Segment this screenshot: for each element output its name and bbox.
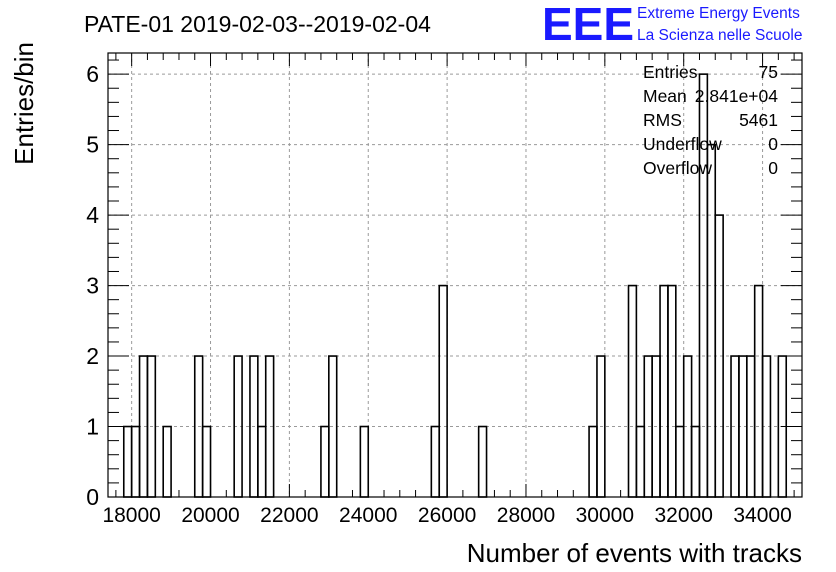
x-tick-label: 28000 [497,504,555,527]
eee-logo-line1: Extreme Energy Events [637,5,800,22]
x-tick-label: 24000 [339,504,397,527]
x-tick-label: 32000 [655,504,713,527]
stats-value-mean: 2.841e+04 [695,86,778,106]
y-tick-label: 0 [86,484,99,510]
y-tick-label: 4 [86,202,99,228]
stats-label-mean: Mean [643,86,687,106]
y-tick-label: 1 [86,414,99,440]
y-tick-label: 3 [86,273,99,299]
stats-label-entries: Entries [643,62,698,82]
stats-label-rms: RMS [643,110,682,130]
chart-title: PATE-01 2019-02-03--2019-02-04 [84,11,431,37]
stats-label-overflow: Overflow [643,158,712,178]
x-axis-label: Number of events with tracks [467,538,802,568]
y-tick-label: 6 [86,61,99,87]
stats-label-underflow: Underflow [643,134,722,154]
axis-ticks [108,53,802,498]
eee-logo-text: EEE [542,0,634,50]
x-tick-label: 30000 [576,504,634,527]
y-tick-label: 2 [86,343,99,369]
x-tick-label: 26000 [418,504,476,527]
x-tick-label: 18000 [102,504,160,527]
x-tick-label: 20000 [181,504,239,527]
stats-value-underflow: 0 [768,134,778,154]
stats-value-entries: 75 [759,62,778,82]
x-tick-label: 22000 [260,504,318,527]
y-tick-label: 5 [86,132,99,158]
stats-value-overflow: 0 [768,158,778,178]
statistics-box: Entries 75 Mean 2.841e+04 RMS 5461 Underflow 0 O… [643,62,778,178]
axis-tick-labels: 18000 20000 22000 24000 26000 28000 30000 32000… [86,61,792,527]
plot-frame [107,52,803,498]
stats-value-rms: 5461 [739,110,778,130]
x-tick-label: 34000 [733,504,791,527]
eee-logo: EEE Extreme Energy Events La Scienza nel… [542,0,802,50]
eee-logo-line2: La Scienza nelle Scuole [637,27,802,44]
y-axis-label: Entries/bin [9,42,39,165]
